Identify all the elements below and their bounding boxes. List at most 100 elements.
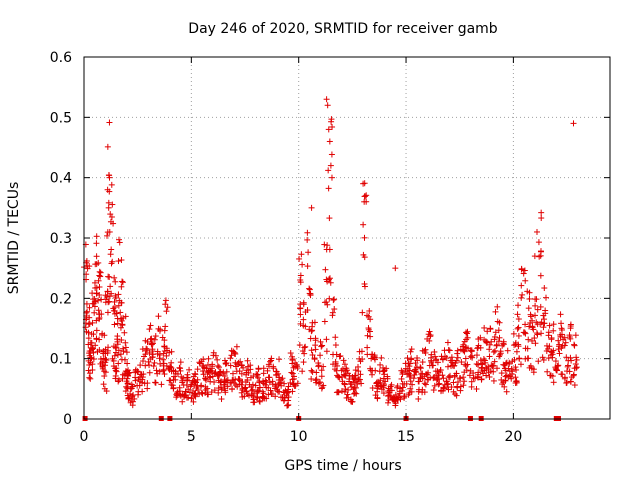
data-point	[377, 361, 384, 368]
data-point	[151, 336, 158, 343]
data-point	[93, 284, 100, 291]
data-point	[254, 371, 261, 378]
peak-point	[392, 265, 399, 272]
peak-point	[106, 228, 113, 235]
data-point	[408, 388, 415, 395]
data-point	[277, 379, 284, 386]
data-point	[148, 341, 155, 348]
data-point	[86, 320, 93, 327]
data-point	[301, 344, 308, 351]
data-point	[513, 348, 520, 355]
data-point	[96, 268, 103, 275]
data-point	[297, 305, 304, 312]
data-point	[489, 363, 496, 370]
data-point	[101, 373, 108, 380]
data-point	[120, 345, 127, 352]
data-point	[123, 378, 130, 385]
data-point	[495, 338, 502, 345]
data-point	[443, 354, 450, 361]
data-point	[99, 331, 106, 338]
data-point	[119, 278, 126, 285]
peak-point	[570, 120, 577, 127]
data-point	[218, 396, 225, 403]
data-point	[372, 367, 379, 374]
data-point	[319, 342, 326, 349]
data-point	[473, 385, 480, 392]
data-point	[371, 353, 378, 360]
data-point	[361, 280, 368, 287]
data-point	[508, 365, 515, 372]
data-point	[530, 326, 537, 333]
data-point	[214, 373, 221, 380]
data-point	[492, 347, 499, 354]
data-point	[238, 361, 245, 368]
data-point	[405, 391, 412, 398]
data-point	[118, 299, 125, 306]
data-point	[422, 346, 429, 353]
data-point	[114, 333, 121, 340]
data-point	[433, 372, 440, 379]
data-point	[156, 351, 163, 358]
data-point	[486, 353, 493, 360]
data-point	[338, 373, 345, 380]
data-point	[237, 358, 244, 365]
data-point	[302, 343, 309, 350]
data-point	[454, 347, 461, 354]
data-point	[549, 354, 556, 361]
data-point	[307, 290, 314, 297]
data-point	[268, 357, 275, 364]
data-point	[116, 236, 123, 243]
data-point	[411, 371, 418, 378]
data-point	[105, 273, 112, 280]
data-point	[527, 313, 534, 320]
data-point	[345, 386, 352, 393]
y-tick-label: 0.6	[50, 50, 72, 66]
data-point	[534, 331, 541, 338]
data-point	[540, 324, 547, 331]
data-point	[557, 333, 564, 340]
data-point	[382, 378, 389, 385]
data-point	[428, 354, 435, 361]
data-point	[299, 348, 306, 355]
data-point	[87, 375, 94, 382]
data-point	[410, 375, 417, 382]
data-point	[496, 319, 503, 326]
data-point	[381, 367, 388, 374]
data-point	[125, 370, 132, 377]
data-point	[317, 352, 324, 359]
data-point	[445, 386, 452, 393]
data-point	[515, 302, 522, 309]
data-point	[318, 343, 325, 350]
data-point	[118, 336, 125, 343]
x-axis-label: GPS time / hours	[284, 458, 401, 474]
data-point	[142, 362, 149, 369]
data-point	[326, 215, 333, 222]
data-point	[154, 370, 161, 377]
data-point	[401, 393, 408, 400]
data-point	[106, 172, 113, 179]
data-point	[299, 368, 306, 375]
data-point	[511, 342, 518, 349]
data-point	[163, 308, 170, 315]
data-point	[350, 390, 357, 397]
data-point	[321, 318, 328, 325]
data-point	[316, 379, 323, 386]
data-point	[254, 393, 261, 400]
data-point	[97, 269, 104, 276]
data-point	[443, 378, 450, 385]
data-point	[554, 367, 561, 374]
data-point	[550, 379, 557, 386]
data-point	[406, 367, 413, 374]
data-point	[111, 352, 118, 359]
data-point	[444, 339, 451, 346]
peak-point	[361, 198, 368, 205]
data-point	[334, 372, 341, 379]
data-point	[355, 376, 362, 383]
data-point	[480, 355, 487, 362]
data-point	[309, 368, 316, 375]
data-point	[159, 334, 166, 341]
data-point	[270, 365, 277, 372]
data-point	[318, 367, 325, 374]
data-point	[321, 299, 328, 306]
data-point	[463, 367, 470, 374]
